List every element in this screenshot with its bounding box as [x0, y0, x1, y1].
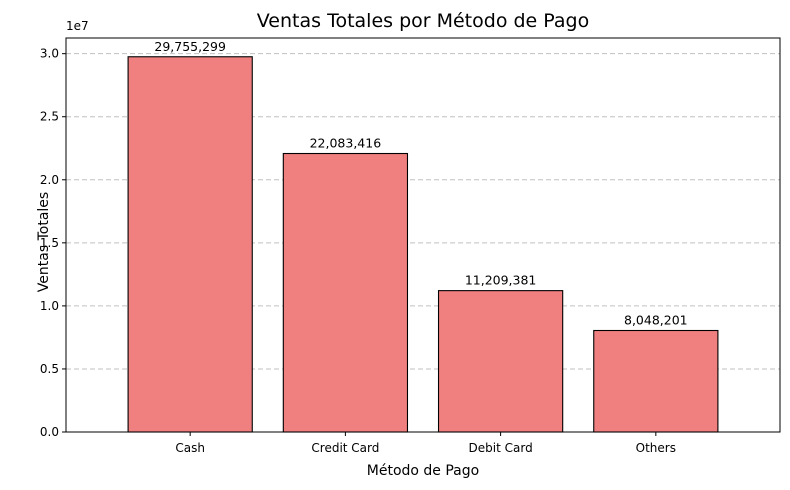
x-tick-label: Others: [636, 441, 676, 455]
y-axis-ticks: 0.0 0.5 1.0 1.5 2.0 2.5 3.0: [40, 47, 66, 439]
x-tick-label: Debit Card: [469, 441, 533, 455]
y-tick-label: 1.5: [40, 236, 59, 250]
y-axis-scale-note: 1e7: [66, 19, 89, 33]
bar: [127, 56, 253, 433]
y-tick-label: 0.0: [40, 425, 59, 439]
y-tick-label: 2.0: [40, 173, 59, 187]
data-labels: 29,755,299 22,083,416 11,209,381 8,048,201: [154, 39, 687, 328]
y-axis-label: Ventas Totales: [36, 192, 52, 292]
x-axis-label: Método de Pago: [367, 463, 479, 479]
bar: [282, 152, 409, 433]
plot-frame: [65, 37, 781, 433]
x-tick-label: Cash: [175, 441, 205, 455]
bar: [593, 329, 719, 433]
y-tick-label: 2.5: [40, 110, 59, 124]
data-label: 29,755,299: [154, 39, 226, 54]
data-label: 8,048,201: [624, 313, 688, 328]
x-tick-label: Credit Card: [311, 441, 379, 455]
y-tick-label: 1.0: [40, 299, 59, 313]
data-label: 11,209,381: [465, 273, 537, 288]
chart-title: Ventas Totales por Método de Pago: [257, 10, 589, 32]
bar: [437, 290, 564, 433]
y-tick-label: 3.0: [40, 47, 59, 61]
data-label: 22,083,416: [310, 136, 382, 151]
x-axis-ticks: Cash Credit Card Debit Card Others: [175, 432, 676, 455]
bars: [127, 56, 719, 433]
y-tick-label: 0.5: [40, 362, 59, 376]
